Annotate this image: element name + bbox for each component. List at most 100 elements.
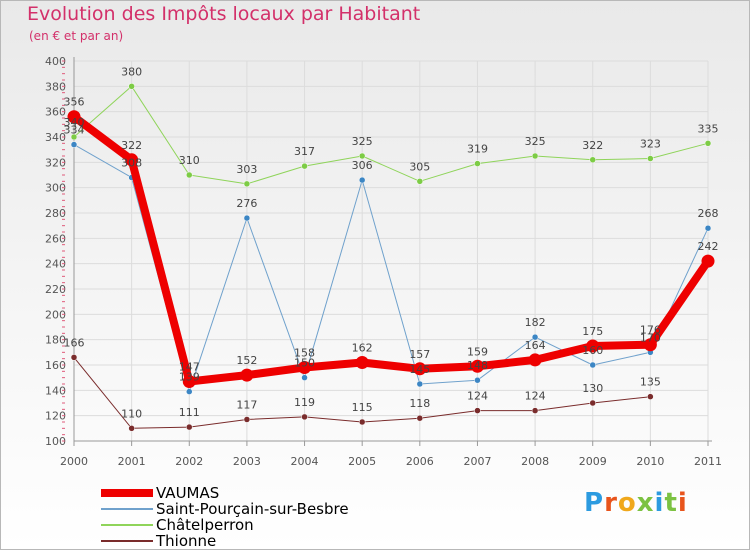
x-tick-label: 2008 xyxy=(521,455,549,468)
x-tick-label: 2010 xyxy=(636,455,664,468)
x-tick-label: 2007 xyxy=(463,455,491,468)
x-tick-label: 2003 xyxy=(233,455,261,468)
data-point-vaumas xyxy=(240,368,254,382)
data-label-chatelperron: 325 xyxy=(525,135,546,148)
y-tick-label: 160 xyxy=(45,359,66,372)
y-tick-label: 140 xyxy=(45,384,66,397)
y-tick-label: 120 xyxy=(45,410,66,423)
data-label-chatelperron: 322 xyxy=(582,139,603,152)
data-point-vaumas xyxy=(125,153,139,167)
data-point-chatelperron xyxy=(474,160,481,167)
data-point-chatelperron xyxy=(704,140,712,147)
y-tick-label: 200 xyxy=(45,308,66,321)
data-point-vaumas xyxy=(413,362,427,376)
series-vaumas xyxy=(67,110,715,388)
data-label-vaumas: 159 xyxy=(467,345,488,358)
data-point-vaumas xyxy=(182,374,196,388)
series-thionne xyxy=(70,354,654,432)
data-point-thionne xyxy=(70,354,78,361)
data-point-saint-pourcain-sur-besbre xyxy=(70,141,78,148)
data-label-chatelperron: 325 xyxy=(352,135,373,148)
data-label-vaumas: 152 xyxy=(236,354,257,367)
data-point-saint-pourcain-sur-besbre xyxy=(531,333,539,341)
x-tick-label: 2006 xyxy=(406,455,434,468)
x-tick-label: 2009 xyxy=(579,455,607,468)
y-tick-label: 340 xyxy=(45,131,66,144)
line-chart: 1001201401601802002202402602803003203403… xyxy=(45,55,722,468)
data-label-chatelperron: 380 xyxy=(121,65,142,78)
x-tick-label: 2004 xyxy=(291,455,319,468)
legend-label-saint-pourcain: Saint-Pourçain-sur-Besbre xyxy=(156,500,349,518)
chart-subtitle: (en € et par an) xyxy=(29,29,124,43)
data-label-vaumas: 158 xyxy=(294,347,315,360)
chart-title: Evolution des Impôts locaux par Habitant xyxy=(27,3,421,25)
data-point-vaumas xyxy=(528,353,542,367)
data-label-chatelperron: 323 xyxy=(640,138,661,151)
data-point-saint-pourcain-sur-besbre xyxy=(186,388,193,395)
data-point-thionne xyxy=(243,416,251,423)
data-label-vaumas: 147 xyxy=(179,360,200,373)
data-label-saint-pourcain-sur-besbre: 276 xyxy=(236,197,257,210)
data-label-chatelperron: 305 xyxy=(409,160,430,173)
data-label-thionne: 119 xyxy=(294,396,315,409)
data-label-thionne: 124 xyxy=(467,390,488,403)
data-label-saint-pourcain-sur-besbre: 145 xyxy=(409,363,430,376)
axis-layer: 1001201401601802002202402602803003203403… xyxy=(45,55,722,468)
data-label-chatelperron: 303 xyxy=(236,163,257,176)
data-label-thionne: 130 xyxy=(582,382,603,395)
data-label-vaumas: 157 xyxy=(409,348,430,361)
data-point-thionne xyxy=(128,425,135,432)
data-point-thionne xyxy=(301,413,308,421)
data-point-vaumas xyxy=(470,359,484,373)
y-tick-label: 380 xyxy=(45,80,66,93)
data-label-thionne: 124 xyxy=(525,390,546,403)
y-tick-label: 220 xyxy=(45,283,66,296)
data-label-saint-pourcain-sur-besbre: 160 xyxy=(582,344,603,357)
data-label-saint-pourcain-sur-besbre: 306 xyxy=(352,159,373,172)
y-tick-label: 360 xyxy=(45,106,66,119)
series-layer xyxy=(67,83,715,432)
data-label-vaumas: 176 xyxy=(640,324,661,337)
data-point-thionne xyxy=(186,423,193,431)
y-tick-label: 320 xyxy=(45,156,66,169)
data-point-vaumas xyxy=(586,339,600,353)
y-tick-label: 300 xyxy=(45,182,66,195)
data-label-vaumas: 322 xyxy=(121,139,142,152)
data-point-saint-pourcain-sur-besbre xyxy=(704,224,712,232)
series-saint-pourcain-sur-besbre xyxy=(70,141,712,395)
legend-swatch-chatelperron xyxy=(101,524,153,526)
data-label-vaumas: 175 xyxy=(582,325,603,338)
data-point-chatelperron xyxy=(128,83,135,90)
data-point-thionne xyxy=(531,407,539,414)
y-tick-label: 100 xyxy=(45,435,66,448)
data-label-vaumas: 162 xyxy=(352,341,373,354)
data-label-saint-pourcain-sur-besbre: 182 xyxy=(525,316,546,329)
data-point-thionne xyxy=(474,407,481,414)
data-point-saint-pourcain-sur-besbre xyxy=(243,214,251,222)
data-point-chatelperron xyxy=(301,162,308,170)
y-tick-label: 180 xyxy=(45,334,66,347)
data-label-vaumas: 164 xyxy=(525,339,546,352)
data-label-saint-pourcain-sur-besbre: 334 xyxy=(64,124,85,137)
data-label-chatelperron: 310 xyxy=(179,154,200,167)
data-label-saint-pourcain-sur-besbre: 139 xyxy=(179,371,200,384)
data-point-thionne xyxy=(358,418,366,426)
data-point-thionne xyxy=(589,399,596,407)
data-point-vaumas xyxy=(643,338,657,352)
series-chatelperron xyxy=(70,83,712,188)
x-tick-label: 2000 xyxy=(60,455,88,468)
data-label-saint-pourcain-sur-besbre: 170 xyxy=(640,331,661,344)
data-point-vaumas xyxy=(701,254,715,268)
data-label-thionne: 115 xyxy=(352,401,373,414)
data-label-chatelperron: 319 xyxy=(467,143,488,156)
proxiti-logo: Proxiti xyxy=(584,488,688,518)
series-line-chatelperron xyxy=(73,85,709,185)
x-tick-label: 2001 xyxy=(118,455,146,468)
data-point-chatelperron xyxy=(243,180,251,188)
data-point-vaumas xyxy=(355,355,369,369)
x-tick-label: 2005 xyxy=(348,455,376,468)
data-label-saint-pourcain-sur-besbre: 308 xyxy=(121,157,142,170)
data-point-vaumas xyxy=(298,361,312,375)
data-label-chatelperron: 340 xyxy=(64,116,85,129)
